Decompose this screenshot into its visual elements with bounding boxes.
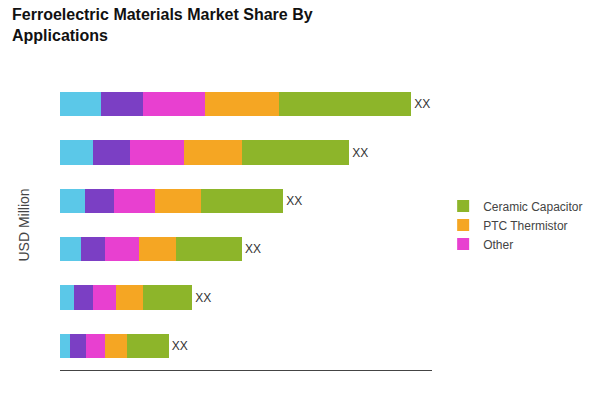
svg-text:Ceramic Capacitor: Ceramic Capacitor (483, 200, 582, 214)
svg-text:XX: XX (172, 339, 188, 353)
svg-text:XX: XX (286, 194, 302, 208)
svg-text:XX: XX (195, 291, 211, 305)
svg-text:XX: XX (352, 146, 368, 160)
svg-text:PTC Thermistor: PTC Thermistor (483, 219, 567, 233)
svg-text:Other: Other (483, 238, 513, 252)
svg-text:USD Million: USD Million (16, 188, 32, 261)
svg-text:XX: XX (414, 97, 430, 111)
svg-text:XX: XX (245, 242, 261, 256)
svg-text:Ferroelectric Materials Market: Ferroelectric Materials Market Share ByA… (12, 6, 313, 44)
